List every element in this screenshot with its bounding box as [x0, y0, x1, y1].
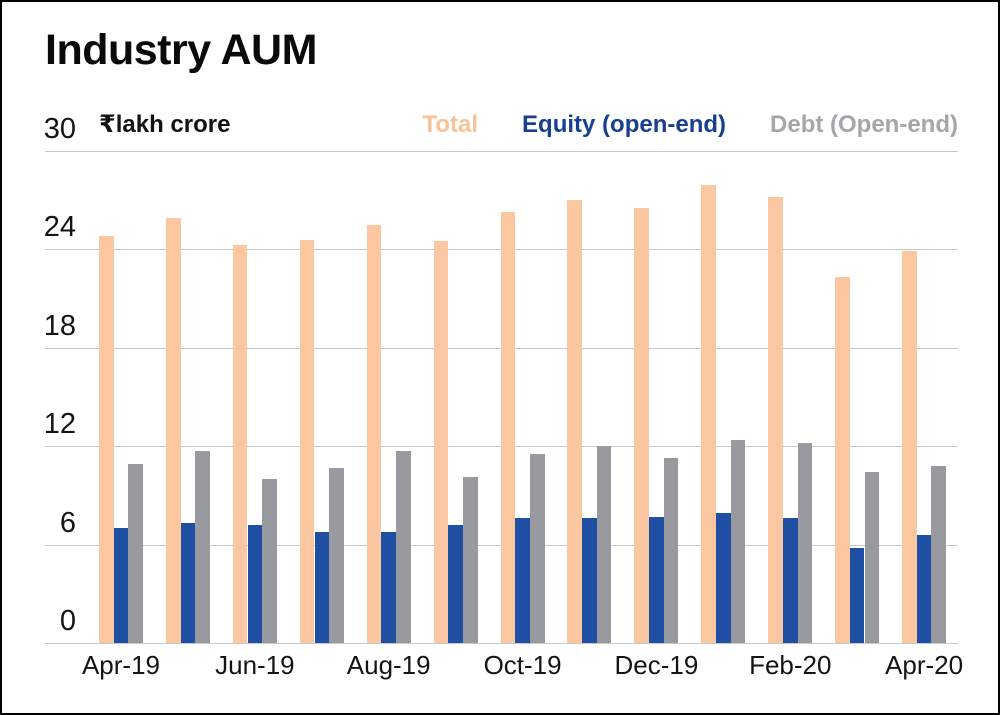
bar-equity-open-end-jul-19: [314, 531, 330, 643]
chart-title: Industry AUM: [45, 26, 317, 74]
gridline-30: [45, 151, 958, 152]
x-axis-tick-label-dec-19: Dec-19: [614, 650, 699, 680]
bar-debt-open-end-sep-19: [463, 477, 478, 643]
bar-equity-open-end-feb-20: [782, 518, 798, 643]
bar-debt-open-end-jul-19: [329, 467, 344, 643]
x-axis-tick-label-jun-19: Jun-19: [215, 650, 295, 680]
bar-total-dec-19: [634, 208, 650, 643]
bar-total-jun-19: [232, 244, 248, 643]
bar-total-sep-19: [433, 241, 449, 643]
y-axis-unit-label: ₹lakh crore: [99, 111, 231, 138]
y-axis-tick-label-6: 6: [59, 506, 76, 539]
x-axis-tick-label-feb-20: Feb-20: [749, 650, 832, 680]
bar-debt-open-end-apr-19: [128, 464, 144, 643]
bar-debt-open-end-dec-19: [663, 457, 679, 643]
y-axis-tick-label-24: 24: [43, 211, 76, 244]
x-axis-tick-label-oct-19: Oct-19: [483, 650, 562, 680]
bar-total-mar-20: [835, 277, 850, 643]
bar-equity-open-end-nov-19: [582, 518, 597, 643]
chart-legend: Total Equity (open-end) Debt (Open-end): [422, 111, 958, 139]
y-axis-tick-label-18: 18: [43, 309, 76, 342]
bar-equity-open-end-oct-19: [515, 518, 530, 643]
y-axis-tick-label-30: 30: [43, 113, 76, 145]
bar-total-aug-19: [366, 224, 382, 643]
legend-item-total: Total: [422, 111, 479, 138]
x-axis-tick-label-aug-19: Aug-19: [346, 650, 431, 680]
legend-item-equity-open-end: Equity (open-end): [522, 111, 727, 138]
bar-equity-open-end-jan-20: [716, 513, 731, 643]
bar-debt-open-end-apr-20: [931, 465, 947, 643]
bar-equity-open-end-dec-19: [649, 516, 664, 643]
bar-debt-open-end-aug-19: [396, 451, 411, 643]
x-axis-tick-label-apr-19: Apr-19: [81, 650, 161, 680]
bar-debt-open-end-jan-20: [730, 439, 746, 643]
bar-debt-open-end-jun-19: [262, 479, 277, 643]
bar-equity-open-end-apr-19: [113, 528, 129, 643]
legend-item-debt-open-end: Debt (Open-end): [770, 111, 958, 138]
bar-total-may-19: [165, 218, 181, 643]
bar-equity-open-end-aug-19: [381, 531, 397, 643]
bar-equity-open-end-sep-19: [448, 524, 463, 643]
bar-total-jan-20: [701, 185, 716, 643]
bar-debt-open-end-may-19: [195, 451, 210, 643]
bar-equity-open-end-may-19: [180, 523, 196, 643]
bar-equity-open-end-jun-19: [247, 524, 263, 643]
y-axis-tick-label-0: 0: [59, 605, 76, 637]
bar-total-feb-20: [768, 196, 783, 643]
bar-total-oct-19: [500, 211, 516, 643]
bar-total-nov-19: [567, 200, 583, 643]
y-axis-tick-label-12: 12: [43, 408, 76, 441]
bar-debt-open-end-mar-20: [864, 472, 880, 643]
bar-equity-open-end-apr-20: [916, 534, 932, 643]
bar-debt-open-end-nov-19: [596, 446, 612, 643]
bar-debt-open-end-oct-19: [529, 454, 545, 643]
bar-equity-open-end-mar-20: [849, 547, 865, 643]
bar-total-apr-19: [99, 236, 114, 643]
x-axis-tick-label-apr-20: Apr-20: [885, 650, 964, 680]
bar-total-apr-20: [902, 251, 917, 643]
bar-debt-open-end-feb-20: [797, 442, 813, 643]
gridline-0: [45, 643, 958, 644]
bar-total-jul-19: [299, 239, 315, 643]
